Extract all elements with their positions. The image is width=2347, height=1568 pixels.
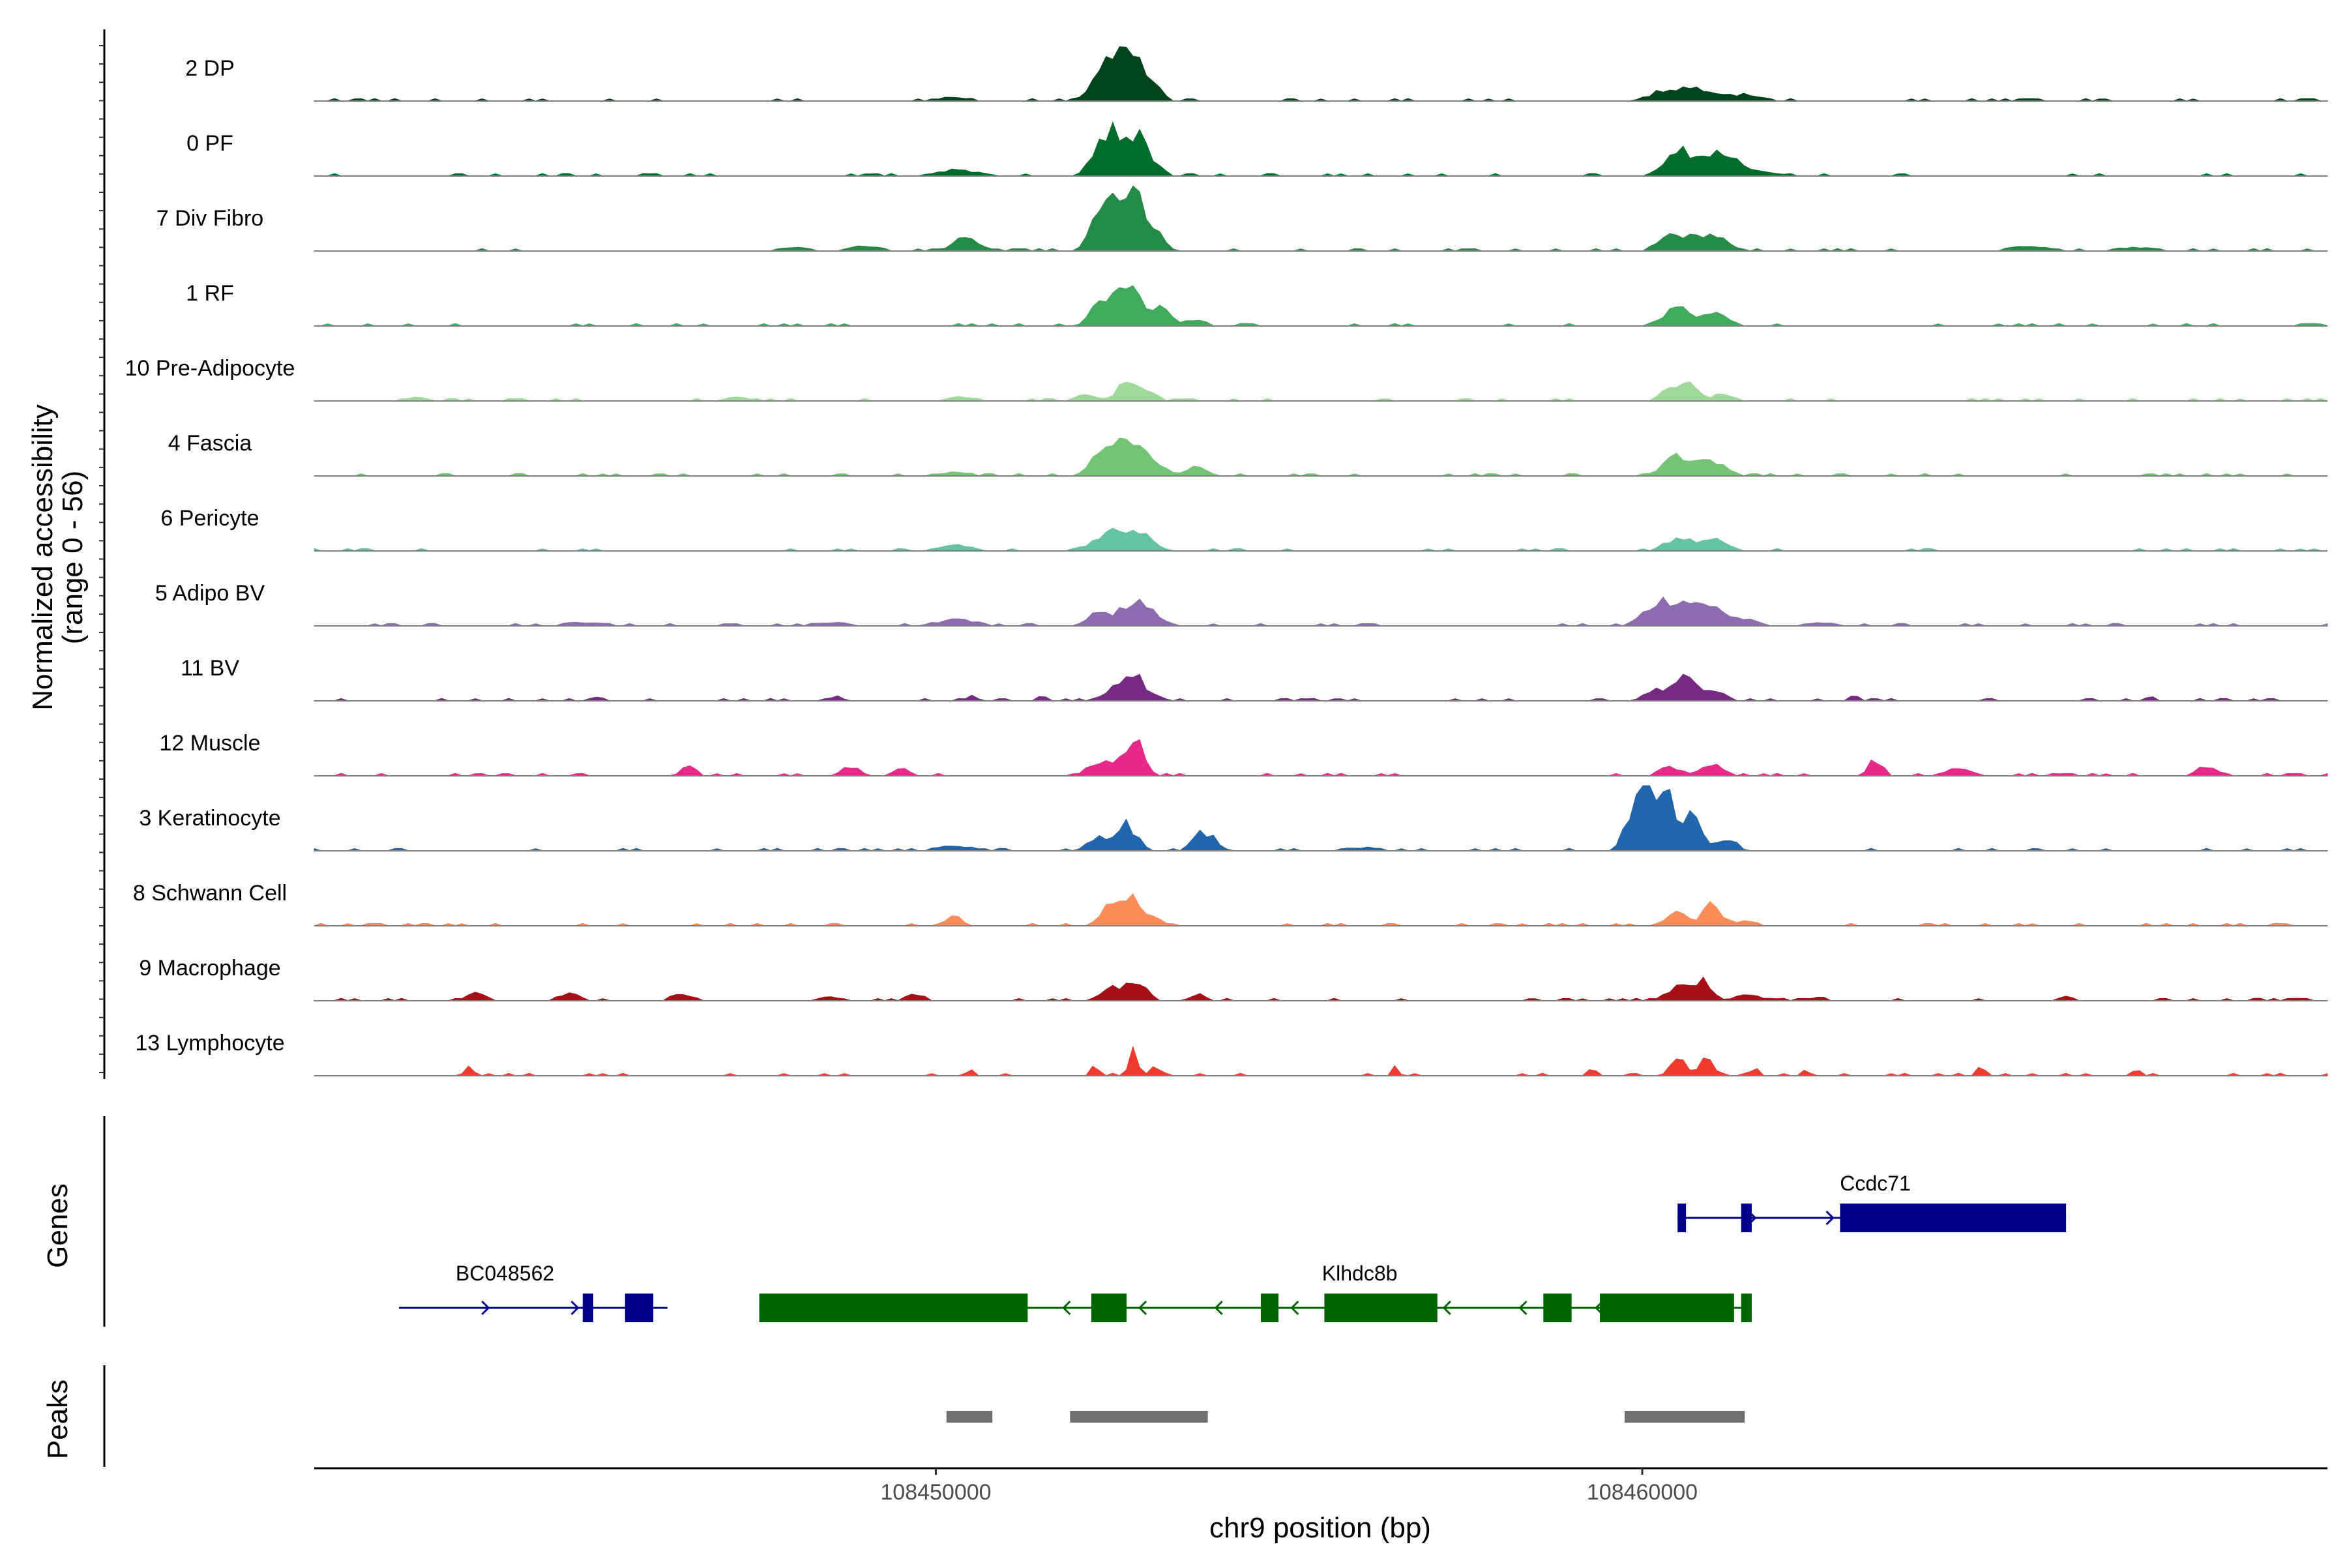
strand-arrow bbox=[1290, 1300, 1299, 1316]
peak-region bbox=[1624, 1411, 1745, 1423]
axis-titles: Normalized accessibility (range 0 - 56) … bbox=[27, 404, 1431, 1544]
track-1: 0 PF bbox=[186, 121, 2328, 177]
gene-exon bbox=[582, 1294, 593, 1322]
gene-exon bbox=[759, 1294, 1028, 1322]
track-label: 1 RF bbox=[186, 281, 234, 306]
track-2: 7 Div Fibro bbox=[156, 185, 2328, 252]
coverage-area bbox=[314, 673, 2328, 702]
coverage-area bbox=[314, 121, 2328, 177]
x-axis: 108450000 108460000 bbox=[314, 1467, 2327, 1505]
track-label: 12 Muscle bbox=[160, 731, 261, 756]
track-7: 5 Adipo BV bbox=[155, 581, 2328, 627]
coverage-tracks: 2 DP 0 PF 7 Div Fibro 1 RF 10 Pre-Adipocyte 4… bbox=[125, 46, 2328, 1076]
gene-name-label: Klhdc8b bbox=[1322, 1262, 1398, 1285]
track-3: 1 RF bbox=[186, 281, 2328, 327]
strand-arrow bbox=[1062, 1300, 1071, 1316]
coverage-area bbox=[314, 381, 2328, 402]
coverage-area bbox=[314, 596, 2328, 627]
track-label: 11 BV bbox=[181, 656, 239, 681]
peaks-panel bbox=[103, 1365, 1745, 1467]
track-8: 11 BV bbox=[181, 656, 2328, 702]
track-9: 12 Muscle bbox=[160, 731, 2328, 777]
strand-arrow bbox=[1214, 1300, 1223, 1316]
gene-ccdc71: Ccdc71 bbox=[1677, 1172, 2067, 1232]
coverage-area bbox=[314, 739, 2328, 777]
coverage-area bbox=[314, 1045, 2328, 1076]
track-12: 9 Macrophage bbox=[139, 956, 2328, 1001]
coverage-area bbox=[314, 893, 2328, 926]
coverage-area bbox=[314, 285, 2328, 327]
peak-region bbox=[946, 1411, 993, 1423]
strand-arrow bbox=[1518, 1300, 1528, 1316]
gene-exon bbox=[1543, 1294, 1572, 1322]
coverage-area bbox=[314, 527, 2328, 552]
gene-name-label: BC048562 bbox=[456, 1262, 554, 1285]
gene-exon bbox=[625, 1294, 654, 1322]
peak-region bbox=[1070, 1411, 1208, 1423]
track-label: 0 PF bbox=[186, 131, 233, 156]
y-axis-title: Normalized accessibility bbox=[27, 404, 59, 710]
gene-annotation-panel: Ccdc71 BC048562 Klhdc8b bbox=[103, 1116, 2067, 1327]
track-label: 7 Div Fibro bbox=[156, 206, 263, 231]
coverage-area bbox=[314, 437, 2328, 477]
gene-bc048562: BC048562 bbox=[399, 1262, 668, 1322]
coverage-area bbox=[314, 46, 2328, 102]
x-tick-label: 108450000 bbox=[880, 1480, 991, 1505]
x-axis-title: chr9 position (bp) bbox=[1209, 1512, 1431, 1544]
peaks-track-title: Peaks bbox=[42, 1380, 74, 1459]
track-label: 8 Schwann Cell bbox=[133, 881, 287, 906]
coverage-area bbox=[314, 185, 2328, 252]
coverage-area bbox=[314, 785, 2328, 851]
track-label: 9 Macrophage bbox=[139, 956, 280, 981]
strand-arrow bbox=[481, 1300, 490, 1316]
track-label: 10 Pre-Adipocyte bbox=[125, 356, 295, 381]
strand-arrow bbox=[1442, 1300, 1451, 1316]
gene-exon bbox=[1741, 1294, 1752, 1322]
coverage-area bbox=[314, 976, 2328, 1001]
track-0: 2 DP bbox=[185, 46, 2328, 102]
gene-exon bbox=[1324, 1294, 1438, 1322]
track-13: 13 Lymphocyte bbox=[135, 1031, 2328, 1076]
track-label: 4 Fascia bbox=[168, 431, 252, 456]
gene-exon bbox=[1260, 1294, 1278, 1322]
track-label: 3 Keratinocyte bbox=[139, 806, 280, 831]
track-label: 2 DP bbox=[185, 56, 235, 81]
gene-klhdc8b: Klhdc8b bbox=[759, 1262, 1752, 1322]
track-5: 4 Fascia bbox=[168, 431, 2328, 477]
y-axis bbox=[99, 29, 106, 1079]
gene-exon bbox=[1741, 1204, 1752, 1232]
x-tick-label: 108460000 bbox=[1587, 1480, 1698, 1505]
gene-exon bbox=[1091, 1294, 1127, 1322]
genes-track-title: Genes bbox=[42, 1183, 74, 1268]
track-label: 5 Adipo BV bbox=[155, 581, 265, 606]
y-axis-title-range: (range 0 - 56) bbox=[57, 471, 89, 645]
track-4: 10 Pre-Adipocyte bbox=[125, 356, 2328, 402]
track-6: 6 Pericyte bbox=[160, 506, 2328, 552]
track-10: 3 Keratinocyte bbox=[139, 785, 2328, 851]
gene-name-label: Ccdc71 bbox=[1840, 1172, 1911, 1195]
gene-exon bbox=[1599, 1294, 1734, 1322]
strand-arrow bbox=[1138, 1300, 1147, 1316]
track-label: 6 Pericyte bbox=[160, 506, 259, 531]
track-11: 8 Schwann Cell bbox=[133, 881, 2328, 926]
gene-exon bbox=[1677, 1204, 1687, 1232]
track-label: 13 Lymphocyte bbox=[135, 1031, 284, 1056]
gene-exon bbox=[1840, 1204, 2067, 1232]
strand-arrow bbox=[570, 1300, 580, 1316]
strand-arrow bbox=[1825, 1210, 1835, 1226]
